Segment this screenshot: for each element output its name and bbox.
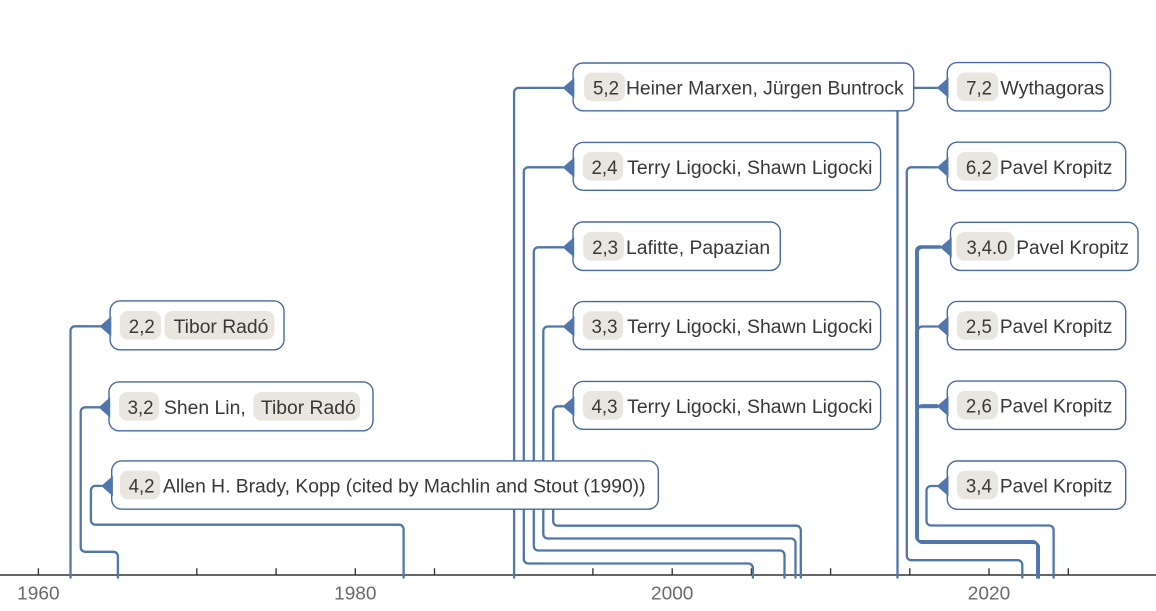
svg-text:Allen H. Brady, Kopp (cited by: Allen H. Brady, Kopp (cited by Machlin a… [163,477,646,498]
svg-text:3,3: 3,3 [592,317,618,338]
svg-text:Tibor Radó: Tibor Radó [174,317,269,338]
svg-text:Tibor Radó: Tibor Radó [261,398,356,419]
svg-text:2,5: 2,5 [966,317,992,338]
svg-text:1980: 1980 [334,583,376,604]
svg-text:Pavel Kropitz: Pavel Kropitz [1016,238,1129,259]
svg-text:2,4: 2,4 [592,158,618,179]
svg-text:Heiner Marxen, Jürgen Buntrock: Heiner Marxen, Jürgen Buntrock [626,78,904,99]
svg-text:Pavel Kropitz: Pavel Kropitz [1000,317,1113,338]
svg-text:Terry Ligocki, Shawn Ligocki: Terry Ligocki, Shawn Ligocki [627,317,872,338]
svg-text:7,2: 7,2 [966,78,992,99]
svg-text:3,2: 3,2 [128,398,154,419]
svg-text:2020: 2020 [968,583,1010,604]
svg-text:4,3: 4,3 [592,397,618,418]
svg-text:2,2: 2,2 [129,317,155,338]
svg-text:5,2: 5,2 [593,78,619,99]
svg-text:Pavel Kropitz: Pavel Kropitz [1000,158,1113,179]
svg-text:Pavel Kropitz: Pavel Kropitz [1000,397,1113,418]
svg-text:Shen Lin,: Shen Lin, [164,398,246,419]
svg-text:1960: 1960 [17,583,59,604]
svg-text:6,2: 6,2 [966,158,992,179]
svg-text:Terry Ligocki, Shawn Ligocki: Terry Ligocki, Shawn Ligocki [627,158,872,179]
svg-text:2,3: 2,3 [592,238,618,259]
svg-text:Lafitte, Papazian: Lafitte, Papazian [626,238,770,259]
svg-text:4,2: 4,2 [129,477,155,498]
svg-text:2,6: 2,6 [966,397,992,418]
svg-text:3,4: 3,4 [966,477,992,498]
svg-text:Terry Ligocki, Shawn Ligocki: Terry Ligocki, Shawn Ligocki [627,397,872,418]
svg-text:2000: 2000 [651,583,693,604]
svg-text:Pavel Kropitz: Pavel Kropitz [1000,477,1113,498]
svg-text:Wythagoras: Wythagoras [1000,78,1104,99]
svg-text:3,4.0: 3,4.0 [966,238,1007,259]
